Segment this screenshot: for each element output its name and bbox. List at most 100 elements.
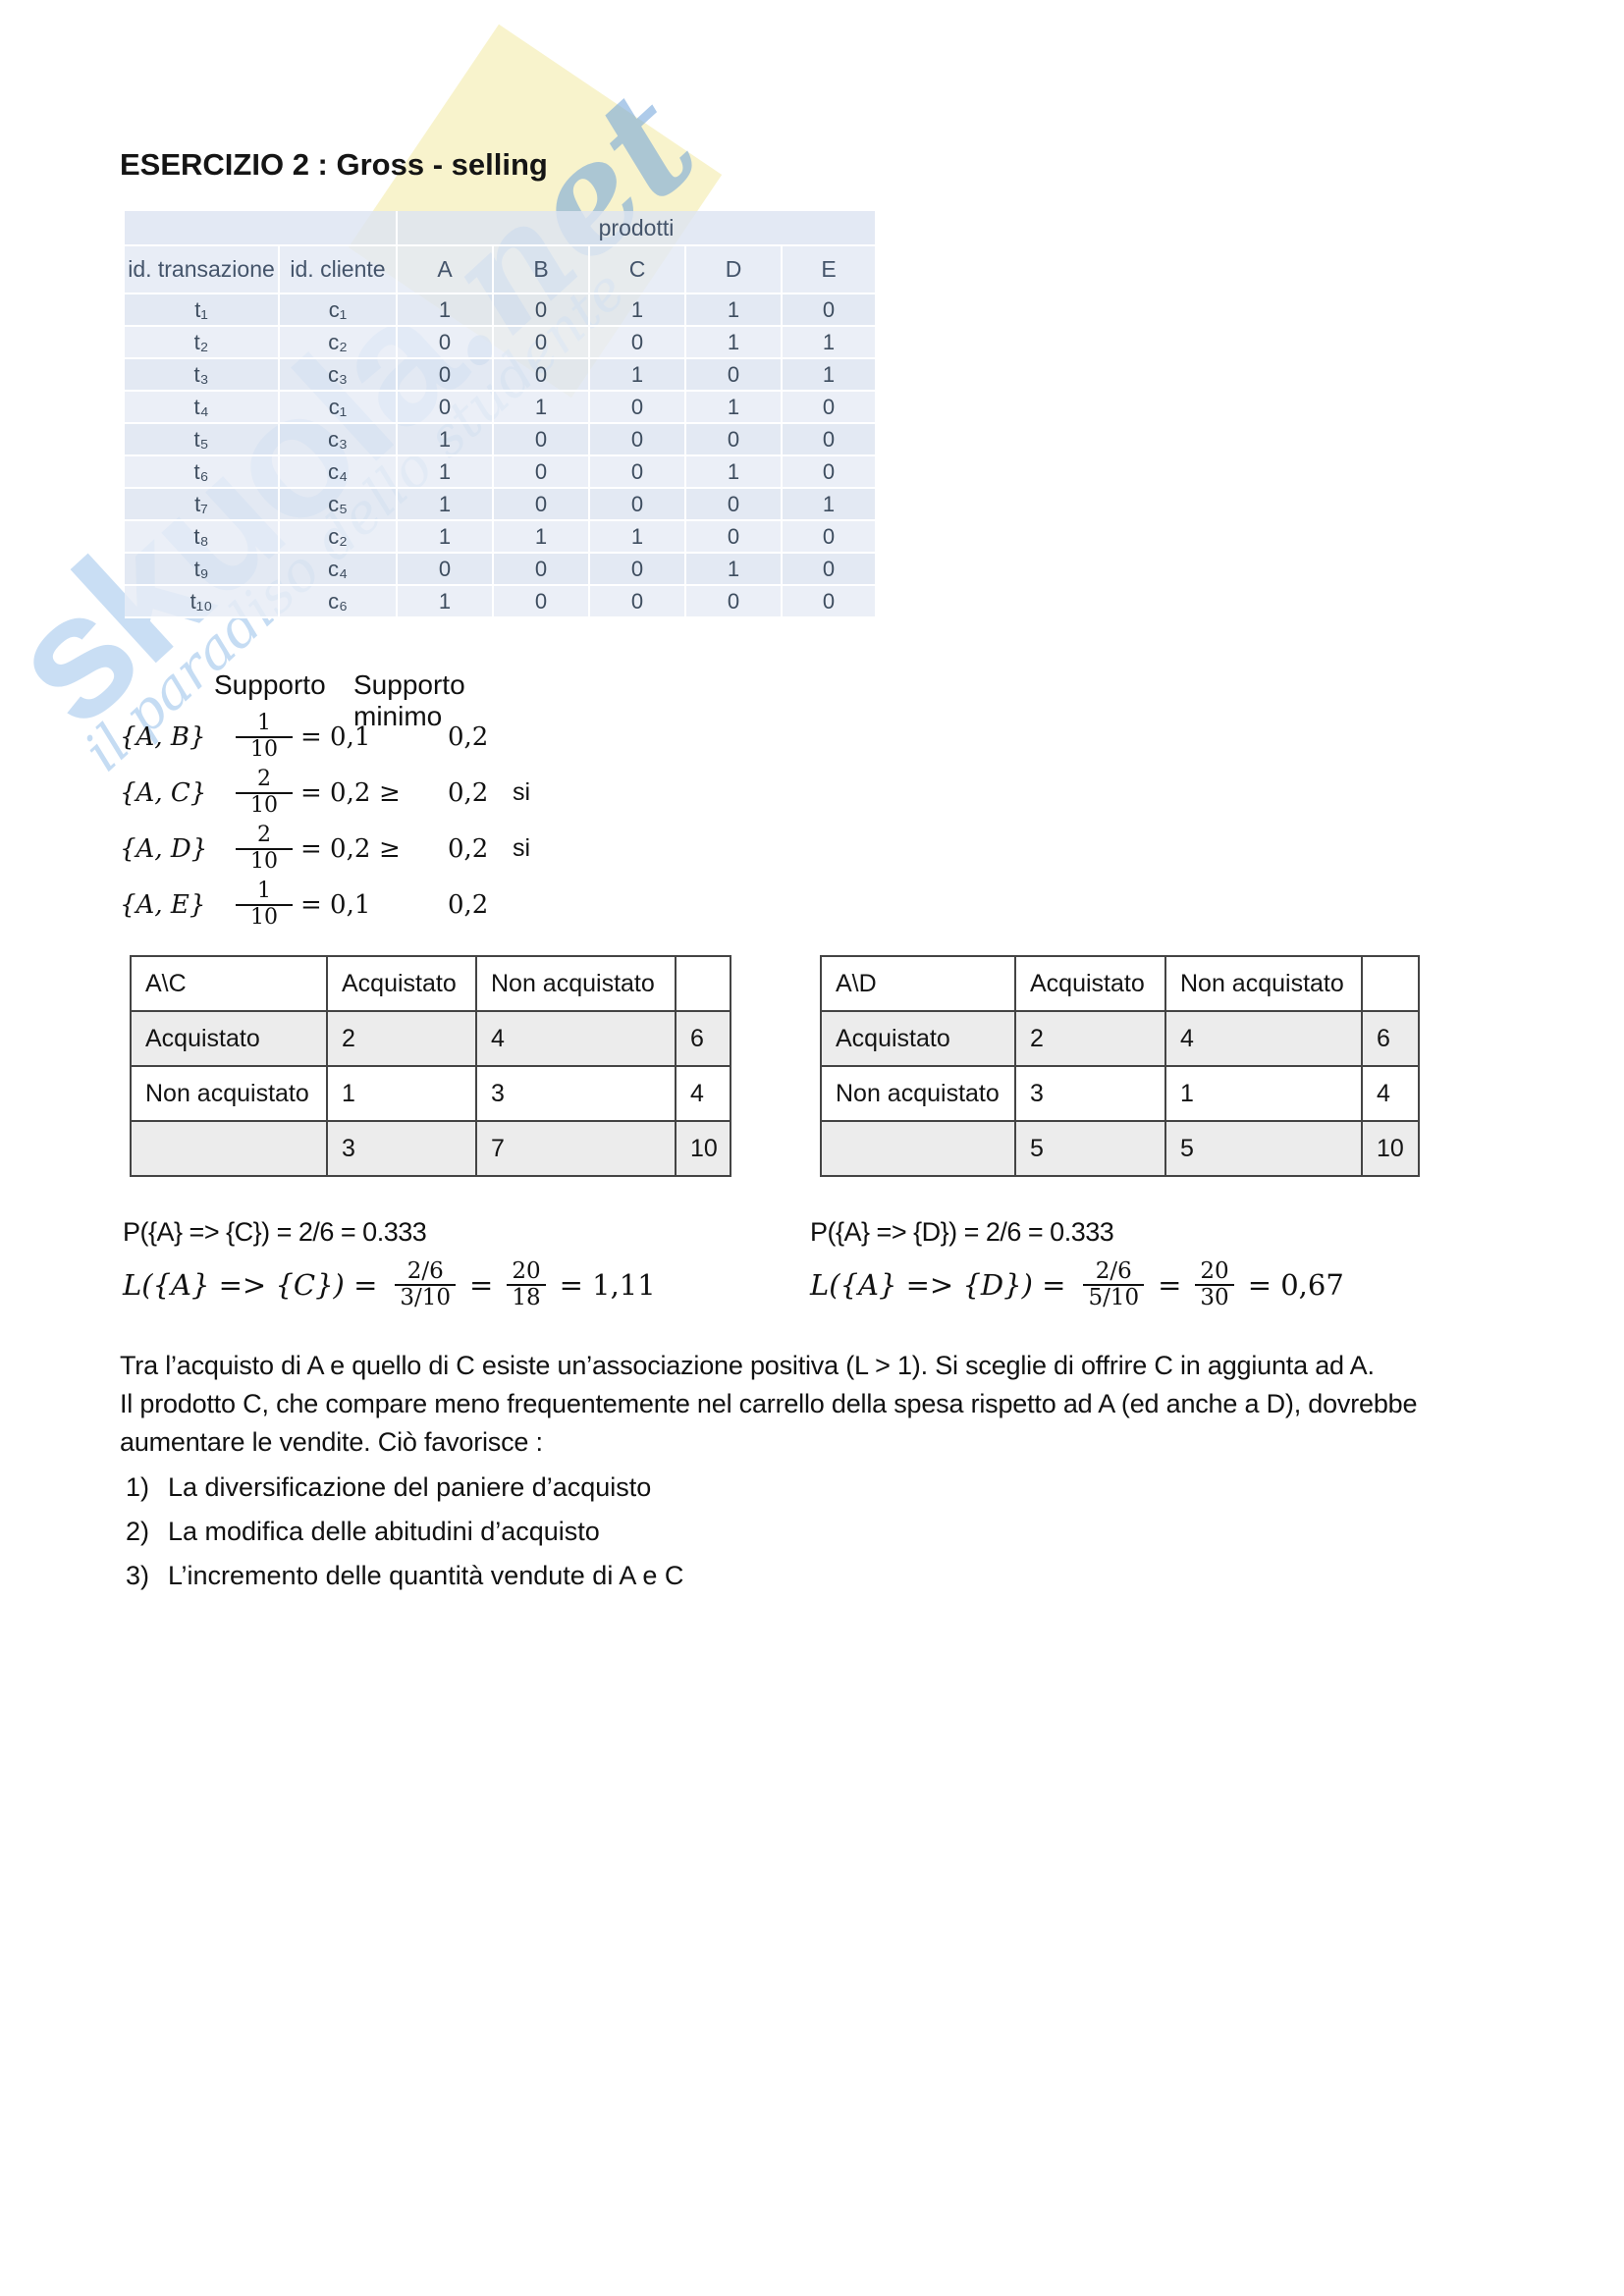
table-cell: 0 <box>397 391 494 424</box>
table-cell: t₁ <box>125 294 280 327</box>
lift-prefix: L({A} => {C}) = <box>123 1268 378 1303</box>
table-cell: 1 <box>397 488 494 521</box>
transactions-table-body: t₁ c₁ 1 0 1 1 0 t₂ c₂ 0 0 0 1 1 t₃ c₃ 0 0 1 0 1 t₄ c₁ 0 1 0 1 0 t₅ c₃… <box>125 294 877 618</box>
table-cell: 1 <box>782 326 877 359</box>
column-header-d: D <box>685 245 783 294</box>
column-header-a: A <box>397 245 494 294</box>
table-row: Non acquistato 1 3 4 <box>130 1065 731 1122</box>
table-cell: Acquistato <box>326 955 477 1012</box>
table-cell: t₃ <box>125 358 280 392</box>
table-cell: 4 <box>475 1010 677 1067</box>
table-cell: 1 <box>397 520 494 554</box>
table-cell: t₂ <box>125 326 280 359</box>
support-rows: {A, B} 1 10 = 0,1 0,2 {A, C} 2 10 = 0,2 ≥ … <box>120 709 530 933</box>
table-cell: 1 <box>1164 1065 1363 1122</box>
list-item-text: La diversificazione del paniere d’acquis… <box>168 1472 652 1502</box>
table-row: A\C Acquistato Non acquistato <box>130 955 731 1012</box>
table-row: t₆ c₄ 1 0 0 1 0 <box>125 455 877 489</box>
support-pass-flag: si <box>513 834 531 862</box>
table-cell: 4 <box>1164 1010 1363 1067</box>
support-value: = 0,2 <box>300 777 371 808</box>
table-cell: 0 <box>685 488 783 521</box>
list-item-number: 2) <box>126 1517 150 1546</box>
column-header-c: C <box>589 245 686 294</box>
table-cell: 0 <box>397 553 494 586</box>
table-cell: 0 <box>589 326 686 359</box>
contingency-ac-body: A\C Acquistato Non acquistato Acquistato 2 4 6… <box>130 955 731 1177</box>
fraction-numerator: 2/6 <box>395 1258 457 1287</box>
table-cell: 3 <box>1014 1065 1166 1122</box>
table-cell: Acquistato <box>820 1010 1016 1067</box>
lift-formula-ac: L({A} => {C}) = 2/6 3/10 = 20 18 = 1,11 <box>123 1258 656 1311</box>
support-fraction: 1 10 <box>236 712 293 761</box>
table-cell: t₈ <box>125 520 280 554</box>
table-row: t₇ c₅ 1 0 0 0 1 <box>125 488 877 521</box>
table-cell: 0 <box>782 455 877 489</box>
table-cell: 1 <box>782 358 877 392</box>
table-cell: 0 <box>782 294 877 327</box>
support-min-value: 0,2 <box>448 889 489 920</box>
table-cell: 0 <box>685 520 783 554</box>
table-cell: 0 <box>493 423 590 456</box>
table-cell: 0 <box>397 326 494 359</box>
table-cell: 0 <box>782 520 877 554</box>
table-cell: Non acquistato <box>130 1065 328 1122</box>
table-cell: A\C <box>130 955 328 1012</box>
table-cell: 3 <box>475 1065 677 1122</box>
list-item-number: 3) <box>126 1561 150 1590</box>
list-item: 2) La modifica delle abitudini d’acquist… <box>126 1517 683 1561</box>
geq-sign: ≥ <box>379 833 401 864</box>
table-cell: t₆ <box>125 455 280 489</box>
transactions-group-header-blank <box>125 211 398 246</box>
table-row: t₄ c₁ 0 1 0 1 0 <box>125 391 877 424</box>
table-row: t₁ c₁ 1 0 1 1 0 <box>125 294 877 327</box>
table-cell: 0 <box>782 391 877 424</box>
table-cell: 0 <box>493 358 590 392</box>
table-cell: t₄ <box>125 391 280 424</box>
table-cell: 2 <box>1014 1010 1166 1067</box>
table-cell: A\D <box>820 955 1016 1012</box>
support-row-ab: {A, B} 1 10 = 0,1 0,2 <box>120 709 530 765</box>
table-row: t₃ c₃ 0 0 1 0 1 <box>125 358 877 392</box>
fraction-numerator: 20 <box>507 1258 546 1287</box>
table-cell: t₇ <box>125 488 280 521</box>
discussion-line-2: Il prodotto C, che compare meno frequent… <box>120 1389 1418 1418</box>
table-cell: 2 <box>326 1010 477 1067</box>
table-row: t₉ c₄ 0 0 0 1 0 <box>125 553 877 586</box>
table-cell: 4 <box>675 1065 731 1122</box>
table-cell: 0 <box>589 488 686 521</box>
lift-fraction-2: 20 30 <box>1195 1258 1234 1311</box>
fraction-numerator: 2 <box>236 768 293 794</box>
lift-fraction-2: 20 18 <box>507 1258 546 1311</box>
table-cell: 1 <box>493 520 590 554</box>
itemset-label: {A, E} <box>120 889 206 920</box>
table-cell: 0 <box>685 585 783 618</box>
column-header-e: E <box>782 245 877 294</box>
table-cell: t₉ <box>125 553 280 586</box>
table-cell: 1 <box>397 294 494 327</box>
geq-sign: ≥ <box>379 777 401 808</box>
list-item: 3) L’incremento delle quantità vendute d… <box>126 1561 683 1605</box>
table-row: t₅ c₃ 1 0 0 0 0 <box>125 423 877 456</box>
support-row-ac: {A, C} 2 10 = 0,2 ≥ 0,2 si <box>120 765 530 821</box>
fraction-denominator: 10 <box>250 792 278 818</box>
table-cell: 1 <box>397 585 494 618</box>
table-cell <box>820 1120 1016 1177</box>
table-cell: c₄ <box>279 455 398 489</box>
support-fraction: 1 10 <box>236 880 293 929</box>
table-cell: 0 <box>493 553 590 586</box>
table-cell: 0 <box>589 585 686 618</box>
table-cell: 1 <box>685 553 783 586</box>
fraction-denominator: 18 <box>512 1285 541 1311</box>
table-cell: 1 <box>493 391 590 424</box>
fraction-numerator: 2/6 <box>1083 1258 1145 1287</box>
table-cell: 0 <box>782 553 877 586</box>
lift-prefix: L({A} => {D}) = <box>810 1268 1066 1303</box>
table-cell: 1 <box>685 326 783 359</box>
table-cell: 7 <box>475 1120 677 1177</box>
table-row: 3 7 10 <box>130 1120 731 1177</box>
table-cell: 1 <box>782 488 877 521</box>
support-pass-flag: si <box>513 778 531 806</box>
table-cell: 0 <box>782 585 877 618</box>
